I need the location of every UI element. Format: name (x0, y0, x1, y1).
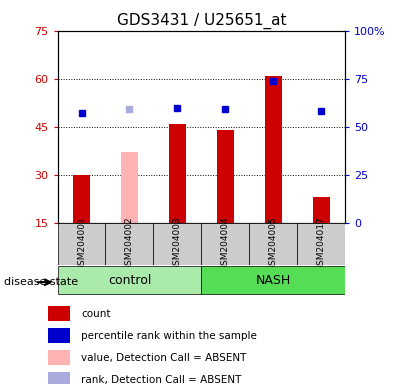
Title: GDS3431 / U25651_at: GDS3431 / U25651_at (117, 13, 286, 29)
Text: disease state: disease state (4, 277, 78, 287)
Text: GSM204004: GSM204004 (221, 217, 230, 271)
Bar (265, 76, 282, 223)
Bar (201, 266, 345, 294)
Bar (153, 223, 201, 265)
Text: count: count (81, 309, 111, 319)
Text: GSM204003: GSM204003 (173, 217, 182, 271)
Bar (48, 328, 70, 343)
Bar (313, 197, 330, 223)
Bar (217, 130, 234, 223)
Bar (48, 306, 70, 321)
Bar (73, 175, 90, 223)
Text: GSM204001: GSM204001 (77, 217, 86, 271)
Bar (58, 223, 106, 265)
Bar (249, 223, 297, 265)
Text: value, Detection Call = ABSENT: value, Detection Call = ABSENT (81, 353, 246, 363)
Text: GSM204002: GSM204002 (125, 217, 134, 271)
Text: NASH: NASH (256, 274, 291, 287)
Text: control: control (108, 274, 151, 287)
Bar (169, 124, 186, 223)
Bar (58, 266, 201, 294)
Bar (201, 223, 249, 265)
Bar (297, 223, 345, 265)
Text: rank, Detection Call = ABSENT: rank, Detection Call = ABSENT (81, 375, 241, 384)
Text: percentile rank within the sample: percentile rank within the sample (81, 331, 257, 341)
Bar (121, 152, 138, 223)
Bar (48, 372, 70, 384)
Bar (48, 350, 70, 366)
Text: GSM204005: GSM204005 (269, 217, 278, 271)
Bar (106, 223, 153, 265)
Text: GSM204017: GSM204017 (317, 217, 326, 271)
